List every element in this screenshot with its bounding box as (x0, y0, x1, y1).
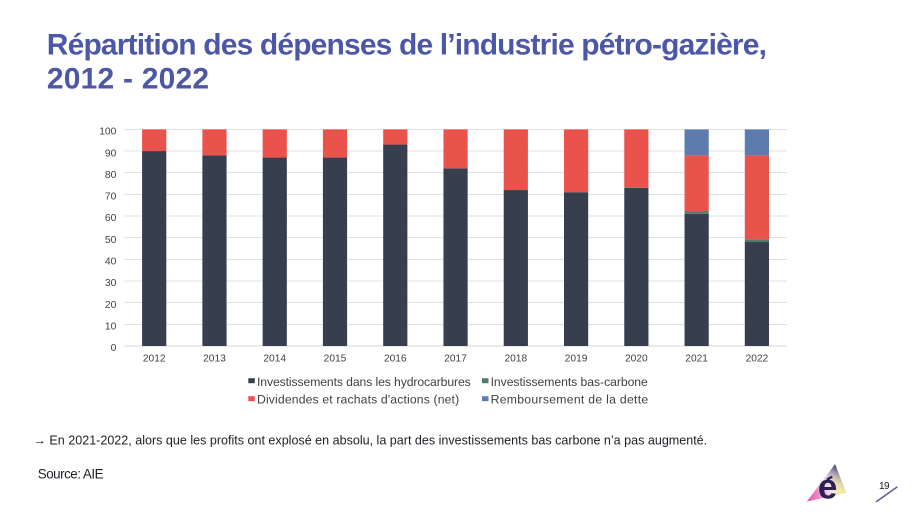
svg-text:2017: 2017 (444, 354, 467, 365)
svg-text:2016: 2016 (384, 354, 407, 365)
svg-text:20: 20 (105, 300, 117, 311)
svg-text:2013: 2013 (203, 354, 226, 365)
svg-text:2020: 2020 (625, 354, 648, 365)
svg-text:2022: 2022 (746, 354, 769, 365)
svg-text:0: 0 (111, 343, 117, 354)
svg-text:Source: AIE: Source: AIE (38, 466, 104, 481)
svg-text:50: 50 (105, 235, 117, 246)
svg-text:Remboursement de la dette: Remboursement de la dette (491, 393, 649, 407)
svg-text:90: 90 (105, 148, 117, 159)
svg-text:→ En 2021-2022, alors que les: → En 2021-2022, alors que les profits on… (33, 433, 707, 447)
svg-text:19: 19 (879, 481, 890, 492)
svg-text:2012 - 2022: 2012 - 2022 (47, 62, 209, 95)
svg-text:70: 70 (105, 192, 117, 203)
svg-text:2021: 2021 (685, 354, 708, 365)
svg-text:Investissements dans les hydro: Investissements dans les hydrocarbures (257, 375, 471, 389)
svg-text:2019: 2019 (565, 354, 588, 365)
svg-text:Dividendes et rachats d'action: Dividendes et rachats d'actions (net) (257, 393, 459, 407)
svg-text:Investissements bas-carbone: Investissements bas-carbone (491, 375, 648, 389)
svg-text:10: 10 (105, 322, 117, 333)
svg-text:2018: 2018 (504, 354, 527, 365)
svg-text:80: 80 (105, 170, 117, 181)
svg-text:60: 60 (105, 213, 117, 224)
svg-text:Répartition des dépenses de l’: Répartition des dépenses de l’industrie … (47, 29, 766, 62)
svg-text:2014: 2014 (263, 354, 286, 365)
svg-text:e: e (818, 468, 837, 507)
svg-text:2015: 2015 (324, 354, 347, 365)
svg-text:30: 30 (105, 278, 117, 289)
svg-text:2012: 2012 (143, 354, 166, 365)
svg-text:100: 100 (99, 127, 116, 138)
svg-text:40: 40 (105, 257, 117, 268)
